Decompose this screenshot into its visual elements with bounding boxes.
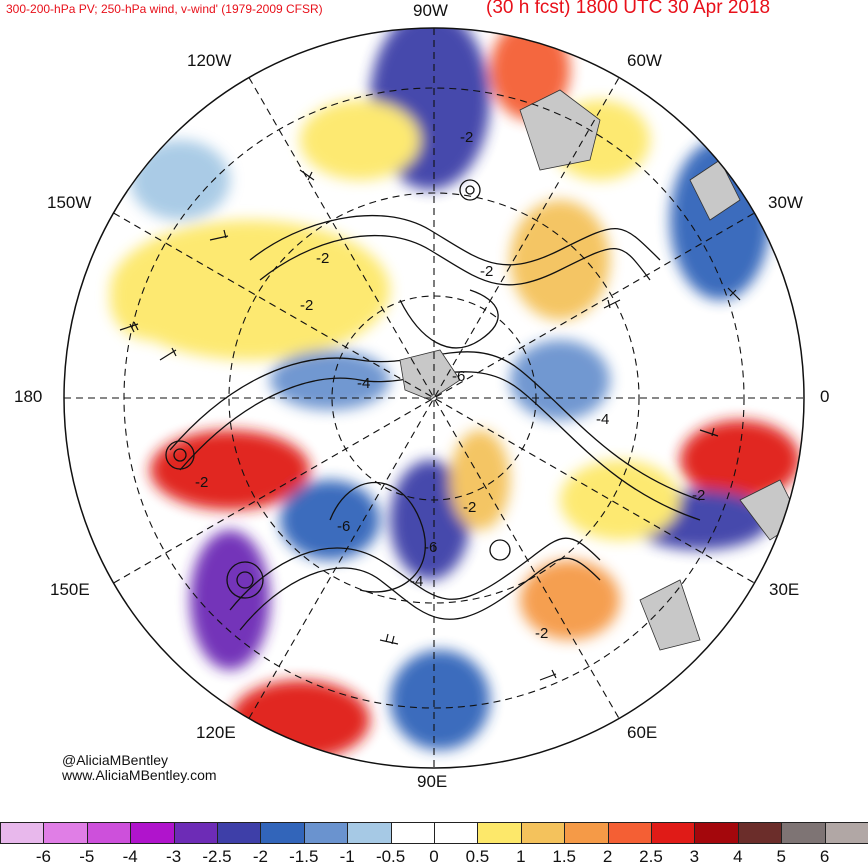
lon-label-120e: 120E xyxy=(196,723,236,742)
colorbar-swatch xyxy=(130,822,175,844)
colorbar-tick-label: -0.5 xyxy=(375,847,406,866)
colorbar-tick-label: 6 xyxy=(819,847,830,866)
colorbar-swatch xyxy=(86,822,132,844)
colorbar-swatch xyxy=(390,822,435,844)
colorbar-swatch xyxy=(347,822,392,844)
lon-label-30e: 30E xyxy=(769,580,800,599)
colorbar-tick-label: -2 xyxy=(252,847,268,866)
contour-label: -2 xyxy=(692,487,705,504)
colorbar-tick-label: -3 xyxy=(166,847,182,866)
contour-label: -6 xyxy=(452,368,465,385)
colorbar-swatch xyxy=(564,822,609,844)
colorbar-tick-label: -2.5 xyxy=(202,847,232,866)
colorbar-swatch xyxy=(520,822,566,844)
wind-barbs xyxy=(119,169,741,681)
colorbar-swatch xyxy=(0,822,45,844)
contour-label: -6 xyxy=(424,539,437,556)
colorbar-swatch xyxy=(303,822,349,844)
colorbar-tick-label: 0.5 xyxy=(465,847,490,866)
colorbar xyxy=(0,822,868,846)
colorbar-tick-label: 5 xyxy=(776,847,786,866)
contour-label: -4 xyxy=(410,573,423,590)
colorbar-swatch xyxy=(217,822,262,844)
colorbar-tick-label: 2 xyxy=(602,847,613,866)
map-disk: -2 -2 -2 -2 -4 -6 -4 -2 -2 -6 -2 -6 -4 -… xyxy=(64,28,804,768)
colorbar-tick-label: 4 xyxy=(733,847,743,866)
contour-label: -4 xyxy=(357,375,370,392)
colorbar-swatch xyxy=(824,822,868,844)
contour-label: -4 xyxy=(596,411,609,428)
lon-label-150w: 150W xyxy=(47,193,92,212)
colorbar-swatch xyxy=(260,822,305,844)
colorbar-swatch xyxy=(607,822,652,844)
colorbar-swatch xyxy=(477,822,522,844)
colorbar-tick-label: 0 xyxy=(429,847,439,866)
lon-label-0: 0 xyxy=(820,387,830,406)
lon-label-150e: 150E xyxy=(50,580,90,599)
forecast-time-title: (30 h fcst) 1800 UTC 30 Apr 2018 xyxy=(486,0,771,18)
graticule xyxy=(64,28,804,768)
chart-title-left: 300-200-hPa PV; 250-hPa wind, v-wind' (1… xyxy=(6,2,323,16)
contour-label: -2 xyxy=(460,129,473,146)
colorbar-tick-label: 2.5 xyxy=(639,847,663,866)
contour-label: -2 xyxy=(316,250,329,267)
colorbar-swatch xyxy=(781,822,826,844)
credit-website[interactable]: www.AliciaMBentley.com xyxy=(62,767,217,783)
colorbar-swatch xyxy=(434,822,479,844)
lon-label-60w: 60W xyxy=(627,51,662,70)
anomaly-shading xyxy=(110,28,800,760)
colorbar-swatch xyxy=(651,822,696,844)
polar-map: -2 -2 -2 -2 -4 -6 -4 -2 -2 -6 -2 -6 -4 -… xyxy=(63,27,805,769)
contour-label-group: -2 -2 -2 -2 -4 -6 -4 -2 -2 -6 -2 -6 -4 -… xyxy=(195,129,705,642)
lon-label-30w: 30W xyxy=(768,193,803,212)
colorbar-tick-label: -6 xyxy=(35,847,51,866)
colorbar-tick-label: 1.5 xyxy=(552,847,576,866)
contour-label: -2 xyxy=(480,263,493,280)
colorbar-swatch xyxy=(694,822,739,844)
colorbar-swatch xyxy=(43,822,88,844)
colorbar-tick-label: -1 xyxy=(339,847,355,866)
colorbar-tick-label: -1.5 xyxy=(289,847,319,866)
colorbar-swatch xyxy=(737,822,783,844)
lon-label-90e: 90E xyxy=(417,772,448,791)
colorbar-tick-label: 3 xyxy=(689,847,700,866)
colorbar-tick-label: -5 xyxy=(79,847,95,866)
contour-label: -6 xyxy=(337,518,350,535)
colorbar-tick-label: -4 xyxy=(122,847,138,866)
contour-label: -2 xyxy=(195,474,208,491)
lon-label-90w: 90W xyxy=(413,1,448,20)
colorbar-tick-label: 1 xyxy=(516,847,526,866)
contour-label: -2 xyxy=(300,297,313,314)
land-mask xyxy=(399,89,801,651)
map-boundary xyxy=(63,27,805,769)
lon-label-120w: 120W xyxy=(187,51,232,70)
contour-label: -2 xyxy=(535,625,548,642)
contour-label: -2 xyxy=(463,499,476,516)
colorbar-swatch xyxy=(173,822,218,844)
lon-label-60e: 60E xyxy=(627,723,658,742)
lon-label-180: 180 xyxy=(14,387,43,406)
credit-handle: @AliciaMBentley xyxy=(62,752,169,768)
